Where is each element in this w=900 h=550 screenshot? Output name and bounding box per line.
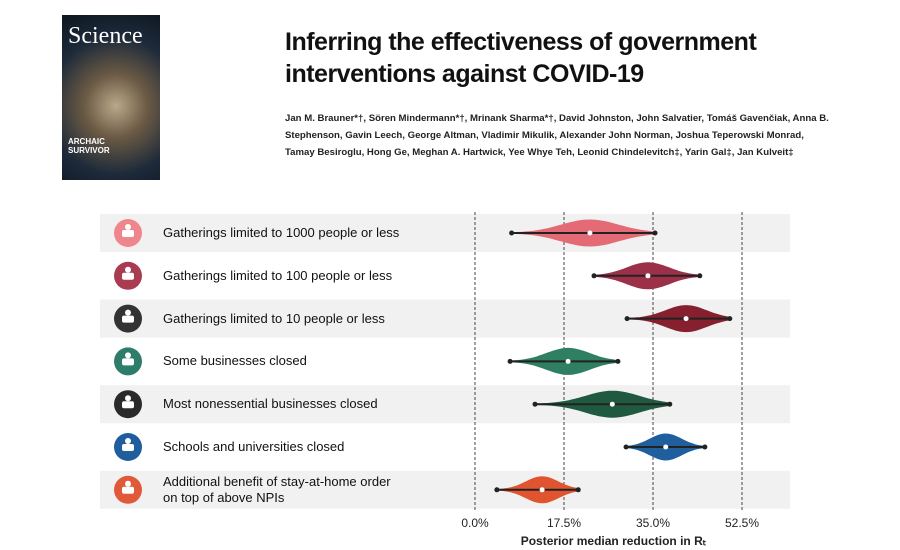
icon-glyph (122, 358, 134, 366)
category-label: Gatherings limited to 10 people or less (163, 310, 385, 326)
interval-end (494, 487, 500, 493)
paper-title: Inferring the effectiveness of governmen… (285, 28, 757, 88)
icon-glyph (122, 401, 134, 409)
row-strip (100, 214, 790, 252)
median (645, 273, 651, 279)
interval-end (575, 487, 581, 493)
interval-end (591, 273, 597, 279)
icon-glyph (122, 444, 134, 451)
median (663, 444, 669, 450)
median (587, 230, 593, 236)
row-strip (100, 470, 790, 509)
median (539, 487, 545, 493)
interval-end (727, 316, 733, 322)
x-tick-label: 0.0% (461, 516, 489, 530)
interval-end (652, 230, 658, 236)
interval-end (667, 401, 673, 407)
interval-end (615, 358, 621, 364)
interval-end (623, 444, 629, 450)
icon-glyph (122, 272, 134, 280)
x-tick-label: 17.5% (547, 516, 581, 530)
icon-glyph (122, 486, 134, 494)
authors: Jan M. Brauner*†, Sören Mindermann*†, Mr… (285, 113, 829, 158)
cover-masthead: Science (68, 23, 143, 49)
category-label: Schools and universities closed (163, 439, 345, 454)
interval-end (509, 230, 515, 236)
median (609, 401, 615, 407)
icon-glyph (122, 315, 134, 323)
icon-glyph (125, 224, 131, 230)
interval-end (507, 358, 513, 364)
icon-glyph (125, 395, 131, 402)
icon-glyph (125, 309, 131, 316)
category-label: Some businesses closed (163, 353, 307, 369)
category-label: Gatherings limited to 1000 people or les… (163, 225, 400, 240)
median (565, 358, 571, 364)
x-axis-label: Posterior median reduction in Rₜ (521, 534, 707, 548)
icon-glyph (125, 438, 131, 444)
icon-glyph (125, 352, 131, 359)
interval-end (702, 444, 708, 450)
interval-end (697, 273, 703, 279)
icon-glyph (125, 480, 131, 487)
icon-glyph (122, 230, 134, 237)
median (683, 316, 689, 322)
row-strip (100, 385, 790, 424)
interval-end (532, 401, 538, 407)
interval-end (624, 316, 630, 322)
x-tick-label: 35.0% (636, 516, 670, 530)
x-tick-label: 52.5% (725, 516, 759, 530)
journal-cover: Science ARCHAIC SURVIVOR (62, 15, 160, 180)
category-label: Most nonessential businesses closed (163, 396, 378, 412)
icon-glyph (125, 266, 131, 273)
category-label: Gatherings limited to 100 people or less (163, 267, 393, 283)
category-label: Additional benefit of stay-at-home order… (163, 473, 391, 505)
cover-caption: ARCHAIC SURVIVOR (68, 137, 110, 155)
